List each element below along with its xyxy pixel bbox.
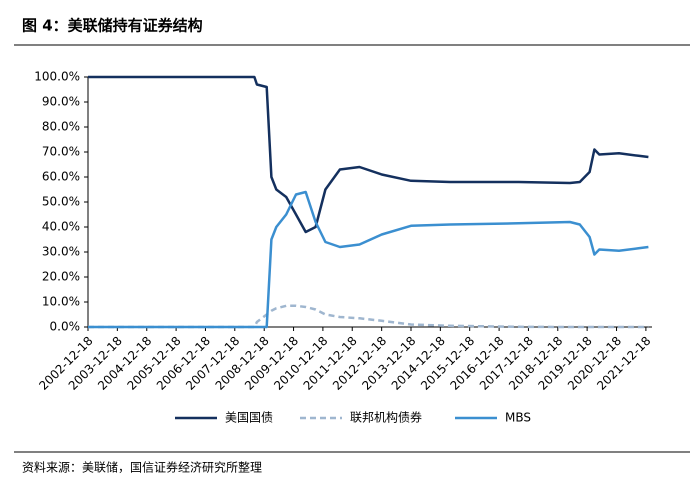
y-tick-label: 80.0% bbox=[42, 120, 80, 134]
y-tick-label: 100.0% bbox=[34, 70, 80, 84]
y-tick-label: 20.0% bbox=[42, 270, 80, 284]
y-tick-label: 10.0% bbox=[42, 295, 80, 309]
y-tick-label: 70.0% bbox=[42, 145, 80, 159]
legend-label: MBS bbox=[505, 411, 531, 425]
series-line bbox=[88, 75, 649, 234]
source-note: 资料来源：美联储，国信证券经济研究所整理 bbox=[22, 460, 262, 475]
series-line bbox=[88, 190, 649, 329]
y-tick-label: 40.0% bbox=[42, 220, 80, 234]
y-tick-label: 90.0% bbox=[42, 95, 80, 109]
series-line bbox=[88, 304, 649, 329]
legend-label: 美国国债 bbox=[225, 411, 273, 425]
y-tick-label: 50.0% bbox=[42, 195, 80, 209]
chart-title: 图 4：美联储持有证券结构 bbox=[22, 17, 203, 35]
y-tick-label: 30.0% bbox=[42, 245, 80, 259]
legend-label: 联邦机构债券 bbox=[350, 410, 422, 425]
y-tick-label: 0.0% bbox=[50, 320, 81, 334]
y-tick-label: 60.0% bbox=[42, 170, 80, 184]
